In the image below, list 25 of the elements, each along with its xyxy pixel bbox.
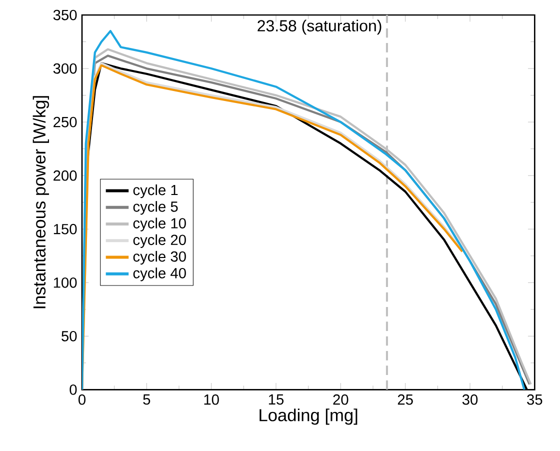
x-tick-label: 35 <box>527 394 542 405</box>
legend-label: cycle 20 <box>133 234 186 248</box>
y-tick-label: 250 <box>54 116 77 128</box>
legend-label: cycle 30 <box>133 250 186 265</box>
x-tick-label: 15 <box>268 394 284 405</box>
y-tick-label: 300 <box>53 63 77 74</box>
x-tick-label: 20 <box>333 394 348 405</box>
x-tick-label: 30 <box>462 394 478 405</box>
ref-line-label: 23.58 (saturation) <box>258 20 382 35</box>
y-tick-label: 150 <box>54 224 77 234</box>
x-tick-label: 25 <box>398 394 413 405</box>
y-tick-label: 350 <box>53 10 77 20</box>
x-tick-label: 10 <box>204 394 219 405</box>
x-axis-title: Loading [mg] <box>260 408 358 425</box>
x-tick-label: 5 <box>143 394 150 405</box>
y-tick-label: 100 <box>54 277 77 288</box>
y-tick-label: 0 <box>70 384 77 395</box>
y-axis-title: Instantaneous power [W/kg] <box>32 96 49 308</box>
legend-label: cycle 5 <box>133 201 178 215</box>
y-tick-label: 200 <box>54 170 77 181</box>
legend-label: cycle 40 <box>133 268 186 282</box>
y-tick-label: 50 <box>62 330 77 342</box>
legend-label: cycle 1 <box>133 184 178 198</box>
legend-label: cycle 10 <box>133 218 186 232</box>
x-tick-label: 0 <box>78 394 86 405</box>
